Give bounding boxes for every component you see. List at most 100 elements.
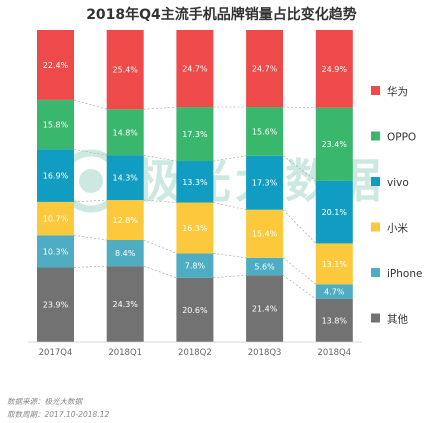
legend-label: OPPO [387, 132, 416, 144]
connector-line [213, 202, 247, 211]
data-label: 23.9% [43, 301, 69, 310]
connector-line [73, 234, 107, 241]
data-label: 16.9% [43, 172, 69, 181]
legend-label: 华为 [387, 85, 408, 98]
connector-line [283, 106, 316, 109]
stacked-bar-chart: 23.9% 10.3% 10.7% 16.9% 15.8% 22.4% 2017Q4 24.3… [28, 30, 422, 358]
data-label: 20.6% [182, 306, 208, 315]
data-label: 5.6% [254, 262, 275, 271]
bar-segment [176, 277, 214, 342]
data-label: 24.7% [252, 65, 278, 74]
bar-segment [176, 30, 214, 108]
connector-line [282, 209, 317, 244]
connector-line [282, 274, 317, 300]
bar-segment [106, 200, 144, 240]
data-label: 22.4% [43, 61, 69, 70]
data-label: 20.1% [322, 208, 348, 217]
source-note: 数据来源：极光大数据 [7, 397, 82, 406]
bar-segment [315, 284, 353, 299]
connector-line [282, 155, 317, 181]
connector-line [73, 148, 107, 156]
connector-line [282, 257, 317, 285]
data-label: 14.3% [112, 174, 138, 183]
data-label: 13.1% [322, 260, 348, 269]
bar-segment [246, 107, 284, 156]
bar-segment [176, 253, 214, 278]
x-tick-label: 2018Q2 [178, 348, 212, 358]
legend-label: iPhone [387, 268, 422, 280]
connector-line [143, 106, 177, 110]
legend-swatch [371, 86, 380, 95]
bar-segment [37, 99, 74, 150]
data-label: 21.4% [252, 305, 278, 314]
bar-segment [246, 30, 284, 108]
data-label: 25.4% [112, 66, 138, 75]
connector-line [143, 265, 177, 279]
data-label: 24.3% [112, 300, 138, 309]
bar-segment [106, 266, 144, 342]
connector-line [143, 155, 177, 162]
legend-swatch [371, 313, 380, 323]
data-label: 13.3% [182, 178, 208, 187]
data-label: 17.3% [252, 179, 278, 188]
x-tick-label: 2018Q1 [108, 348, 142, 358]
data-label: 16.3% [182, 224, 208, 233]
bar-segment [176, 107, 214, 162]
connector-line [73, 265, 107, 268]
bar-segment [37, 201, 74, 236]
bar-segment [246, 155, 284, 210]
bar-segment [37, 30, 74, 100]
x-tick-label: 2018Q3 [248, 348, 282, 358]
data-label: 15.6% [252, 127, 278, 136]
bar-segment [106, 109, 144, 156]
data-label: 24.7% [182, 65, 208, 74]
data-label: 10.3% [43, 247, 69, 256]
bar-segment [315, 180, 353, 244]
bar-segment [37, 149, 74, 202]
data-label: 17.3% [182, 130, 208, 139]
data-label: 13.8% [322, 316, 348, 325]
connector-line [73, 99, 107, 110]
bar-segment [246, 257, 284, 276]
bar-segment [37, 267, 74, 342]
bar-segment [246, 275, 284, 342]
connector-line [143, 199, 177, 203]
legend-swatch [371, 131, 380, 141]
data-label: 23.4% [322, 140, 348, 149]
bar-segment [315, 298, 353, 342]
bar-segment [315, 30, 353, 108]
chart-title: 2018年Q4主流手机品牌销量占比变化趋势 [86, 7, 357, 23]
connector-line [213, 274, 247, 279]
bar-segment [106, 155, 144, 201]
legend-swatch [371, 222, 380, 232]
connector-line [73, 199, 107, 203]
legend-label: vivo [387, 177, 409, 189]
x-tick-label: 2018Q4 [317, 348, 351, 358]
data-label: 14.8% [112, 128, 138, 137]
legend-label: 小米 [387, 222, 408, 235]
connector-line [213, 155, 247, 162]
bar-segment [176, 161, 214, 203]
data-label: 12.8% [112, 216, 138, 225]
data-label: 7.8% [185, 262, 206, 271]
data-label: 8.4% [115, 249, 136, 258]
bar-segment [246, 209, 284, 258]
connector-line [213, 253, 247, 259]
data-label: 10.7% [43, 215, 69, 224]
data-label: 15.8% [43, 121, 69, 130]
legend-swatch [371, 268, 380, 277]
data-label: 4.7% [324, 288, 345, 297]
bar-segment [315, 107, 353, 181]
bar-segment [106, 239, 144, 267]
data-label: 15.4% [252, 230, 278, 239]
bar-segment [106, 30, 144, 110]
x-tick-label: 2017Q4 [39, 348, 73, 358]
legend-label: 其他 [387, 313, 408, 326]
legend-swatch [371, 177, 380, 186]
date-range-note: 取数周期：2017.10-2018.12 [7, 410, 110, 419]
bar-segment [176, 202, 214, 254]
connector-line [143, 239, 177, 254]
bar-segment [315, 243, 353, 285]
data-label: 24.9% [322, 65, 348, 74]
bar-segment [37, 235, 74, 268]
